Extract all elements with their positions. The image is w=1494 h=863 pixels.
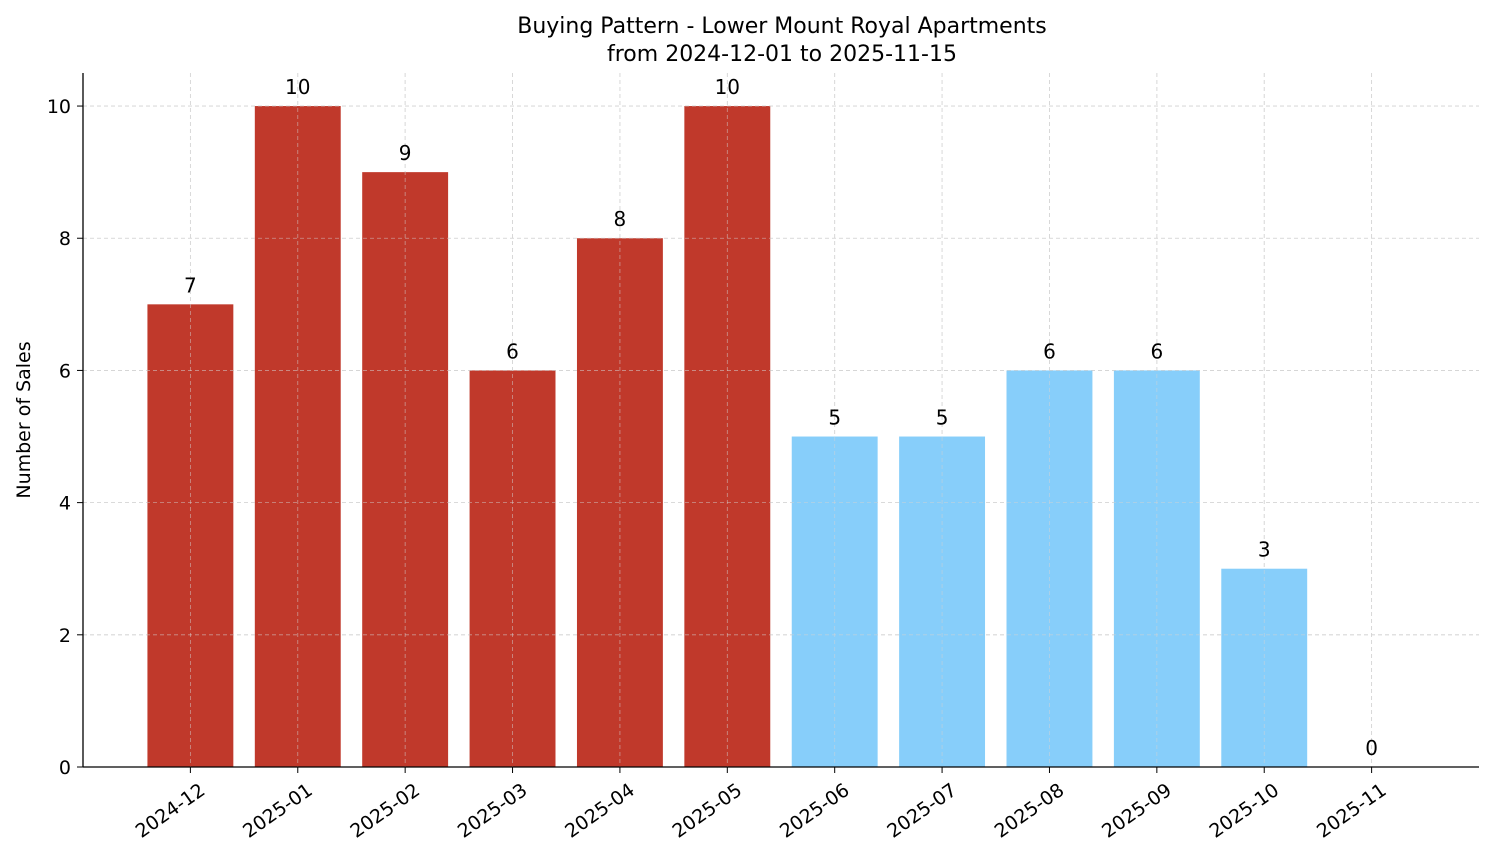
y-tick-label: 10 [47, 96, 71, 118]
data-label-2025-10: 3 [1258, 538, 1271, 562]
data-label-2025-07: 5 [936, 406, 949, 430]
x-tick-label: 2025-03 [454, 779, 532, 843]
x-tick-label: 2025-05 [669, 779, 747, 843]
bar-2025-01 [254, 106, 341, 768]
data-label-2025-03: 6 [506, 339, 519, 363]
y-tick-label: 8 [59, 228, 71, 250]
bar-2025-05 [684, 106, 771, 768]
x-tick-label: 2025-06 [776, 779, 854, 843]
x-tick-label: 2025-04 [561, 779, 639, 843]
data-label-2025-06: 5 [828, 406, 841, 430]
x-tick-label: 2025-07 [883, 779, 961, 843]
y-tick-label: 2 [59, 625, 71, 647]
chart-subtitle: from 2024-12-01 to 2025-11-15 [607, 42, 957, 67]
x-tick-label: 2025-11 [1313, 779, 1391, 843]
y-axis-label: Number of Sales [13, 341, 35, 498]
x-tick-label: 2025-01 [239, 779, 317, 843]
bars [83, 73, 1479, 768]
chart-title: Buying Pattern - Lower Mount Royal Apart… [517, 14, 1047, 39]
bar-2025-03 [469, 370, 556, 767]
data-label-2025-05: 10 [715, 75, 740, 99]
data-label-2025-02: 9 [399, 141, 412, 165]
data-label-2025-04: 8 [614, 207, 627, 231]
data-label-2025-01: 10 [285, 75, 310, 99]
x-tick-label: 2025-02 [346, 779, 424, 843]
y-tick-label: 4 [59, 493, 71, 515]
bar-2025-08 [1006, 370, 1093, 767]
y-tick-label: 6 [59, 360, 71, 382]
data-label-2025-09: 6 [1150, 339, 1163, 363]
x-tick-label: 2024-12 [132, 779, 210, 843]
data-labels: 7 10 9 6 8 10 5 5 6 6 3 0 [184, 75, 1378, 760]
data-label-2024-12: 7 [184, 273, 197, 297]
x-tick-label: 2025-08 [991, 779, 1069, 843]
data-label-2025-08: 6 [1043, 339, 1056, 363]
y-tick-label: 0 [59, 757, 71, 779]
x-tick-label: 2025-10 [1205, 779, 1283, 843]
bar-2025-09 [1113, 370, 1200, 767]
data-label-2025-11: 0 [1365, 736, 1378, 760]
x-tick-label: 2025-09 [1098, 779, 1176, 843]
